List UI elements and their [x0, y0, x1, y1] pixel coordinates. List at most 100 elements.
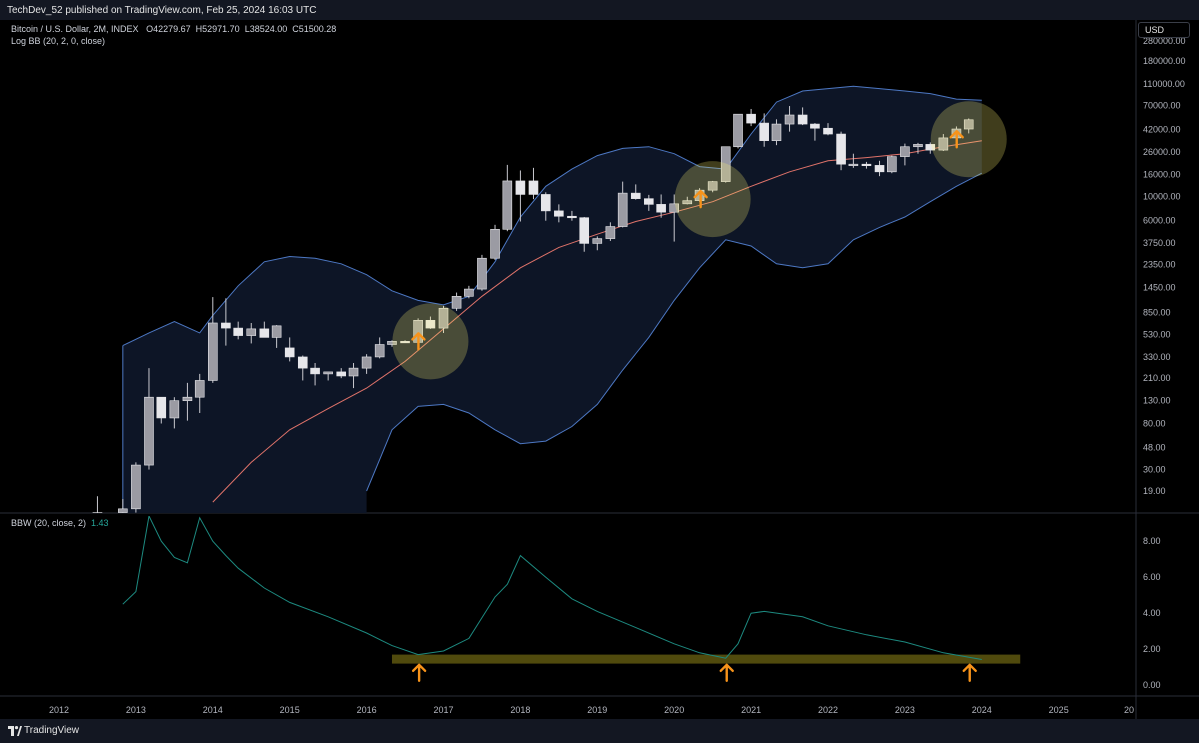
candle-body-up: [323, 371, 333, 375]
main-legend: Bitcoin / U.S. Dollar, 2M, INDEX O42279.…: [11, 24, 336, 34]
candle: [592, 236, 603, 251]
candle: [297, 355, 308, 381]
candle: [246, 322, 257, 344]
candle-body-up: [387, 341, 397, 345]
bollinger-lines: [122, 85, 983, 513]
price-tick-label: 210.00: [1143, 373, 1171, 383]
candle: [374, 337, 385, 359]
candle: [669, 194, 680, 242]
candle: [477, 254, 487, 291]
time-tick-label: 2014: [203, 705, 223, 715]
candle: [963, 118, 974, 134]
candle: [310, 363, 320, 386]
close-value: C51500.28: [292, 24, 337, 34]
time-tick-label: 2021: [741, 705, 761, 715]
candle: [323, 371, 333, 381]
candle: [617, 181, 628, 228]
price-tick-label: 330.00: [1143, 352, 1171, 362]
time-tick-label: 2020: [664, 705, 684, 715]
candle: [528, 167, 539, 200]
candle: [784, 106, 795, 132]
candle-body-down: [861, 163, 872, 166]
candle: [271, 325, 282, 348]
time-tick-label: 2018: [510, 705, 530, 715]
candle-body-up: [464, 288, 474, 297]
orange-up-arrow-icon: [693, 189, 708, 209]
candle-body-down: [233, 327, 243, 336]
candle: [554, 204, 564, 223]
candle-body-down: [823, 127, 833, 135]
candle: [400, 340, 410, 344]
price-tick-label: 180000.00: [1143, 56, 1186, 66]
candle: [848, 153, 859, 168]
candle: [707, 180, 718, 193]
candle: [221, 298, 231, 346]
candle: [233, 321, 243, 340]
candle-body-down: [579, 217, 590, 244]
candle: [348, 363, 359, 389]
orange-up-arrow-icon: [411, 332, 426, 351]
indicator-legend[interactable]: Log BB (20, 2, 0, close): [11, 36, 105, 46]
price-tick-label: 30.00: [1143, 465, 1166, 475]
price-tick-label: 26000.00: [1143, 147, 1181, 157]
bbw-legend[interactable]: BBW (20, close, 2) 1.43: [11, 518, 109, 528]
candle-body-up: [169, 400, 180, 419]
candle: [131, 462, 141, 513]
candle-body-up: [900, 146, 910, 157]
highlight-circles: [392, 101, 1007, 380]
candle-body-down: [554, 210, 564, 217]
candle-body-down: [630, 192, 641, 199]
candle-body-up: [938, 137, 949, 151]
candle: [336, 368, 347, 379]
candle: [144, 368, 154, 470]
price-tick-label: 70000.00: [1143, 100, 1181, 110]
currency-button[interactable]: USD: [1138, 22, 1190, 38]
candle-body-up: [887, 156, 897, 173]
bbw-value: 1.43: [91, 518, 109, 528]
candle-body-down: [836, 133, 846, 165]
candle-body-up: [592, 238, 603, 244]
open-value: O42279.67: [146, 24, 191, 34]
time-tick-label: 2025: [1049, 705, 1069, 715]
candle-body-down: [310, 367, 320, 375]
candle-body-down: [259, 328, 270, 338]
candle-body-up: [438, 307, 449, 329]
bbw-tick-label: 4.00: [1143, 608, 1161, 618]
bbw-label: BBW (20, close, 2): [11, 518, 87, 528]
chart-canvas[interactable]: 180000.00 110000.00 70000.00 42000.00 26000.…: [0, 20, 1199, 719]
bbw-line: [122, 516, 982, 660]
candle-body-down: [540, 194, 551, 212]
candle: [425, 316, 436, 329]
candle: [797, 107, 808, 126]
candle-body-down: [746, 113, 756, 124]
indicator-label: Log BB (20, 2, 0, close): [11, 36, 106, 46]
candle: [579, 216, 590, 252]
bbw-highlight-band: [391, 654, 1021, 664]
candle: [746, 108, 756, 127]
price-tick-label: 3750.00: [1143, 238, 1176, 248]
candle: [656, 194, 666, 218]
candle-body-up: [208, 322, 218, 381]
chart-area[interactable]: 180000.00 110000.00 70000.00 42000.00 26000.…: [0, 20, 1199, 719]
candle: [502, 164, 513, 232]
price-tick-label: 130.00: [1143, 396, 1171, 406]
publish-bar: TechDev_52 published on TradingView.com,…: [0, 0, 1199, 20]
candle: [92, 496, 103, 513]
candle-body-up: [477, 257, 487, 290]
price-tick-label: 48.00: [1143, 442, 1166, 452]
candle-body-up: [118, 508, 128, 513]
candle-body-up: [771, 123, 782, 141]
candle-body-down: [425, 320, 436, 329]
candle-body-up: [720, 146, 731, 182]
time-tick-label: 2024: [972, 705, 992, 715]
candle-body-up: [913, 144, 923, 148]
bb-band-fill: [122, 86, 982, 513]
candle-body-up: [271, 325, 282, 338]
bbw-tick-label: 2.00: [1143, 644, 1161, 654]
candle-body-up: [733, 113, 743, 148]
time-tick-label: 2017: [433, 705, 453, 715]
high-value: H52971.70: [195, 24, 240, 34]
candle: [118, 499, 128, 513]
price-tick-label: 42000.00: [1143, 124, 1181, 134]
orange-up-arrow-icon: [949, 130, 964, 149]
